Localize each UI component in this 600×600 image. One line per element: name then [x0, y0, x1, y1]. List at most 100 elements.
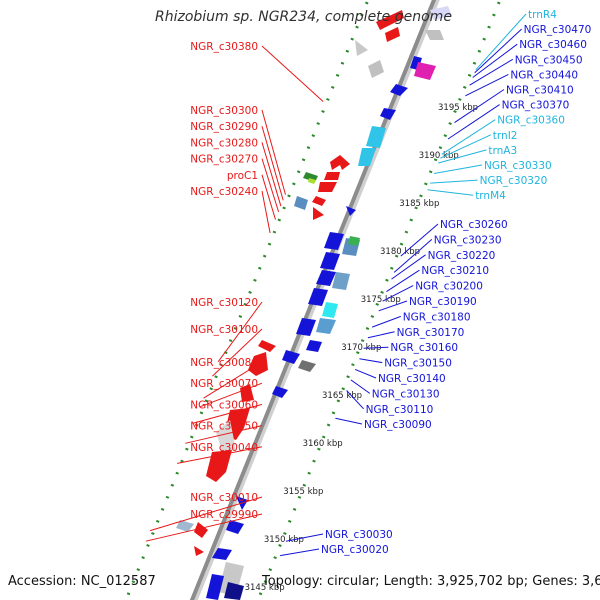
reverse-label-connector: [430, 179, 478, 184]
reverse-gene-label: NGR_c30090: [364, 419, 432, 431]
forward-gene-label: NGR_c30240: [190, 186, 258, 198]
forward-label-connector: [145, 513, 263, 542]
scale-label: 3185 kbp: [399, 199, 439, 209]
scale-label: 3190 kbp: [419, 151, 459, 161]
reverse-gene-label: NGR_c30220: [428, 250, 496, 262]
gene-block: [224, 582, 244, 600]
forward-gene-label: NGR_c30010: [190, 492, 258, 504]
forward-gene-label: NGR_c30380: [190, 41, 258, 53]
gene-block: [308, 178, 316, 184]
gene-block: [366, 126, 386, 148]
forward-gene-label: NGR_c30070: [190, 378, 258, 390]
reverse-gene-label: NGR_c30030: [325, 529, 393, 541]
gene-block: [296, 318, 316, 336]
trna-label: NGR_c30330: [484, 160, 552, 172]
reverse-gene-label: NGR_c30210: [421, 265, 489, 277]
forward-label-connector: [217, 301, 263, 362]
forward-gene-label: NGR_c30100: [190, 324, 258, 336]
trna-label: trnR4: [528, 9, 557, 21]
gene-block: [390, 84, 408, 96]
gene-block: [206, 450, 232, 482]
scale-label: 3145 kbp: [245, 583, 285, 593]
forward-gene-label: NGR_c30290: [190, 121, 258, 133]
gene-block: [313, 207, 324, 220]
forward-gene-label: NGR_c30270: [190, 154, 258, 166]
gene-block: [346, 206, 356, 216]
forward-gene-label: NGR_c30060: [190, 399, 258, 411]
gene-block: [430, 6, 452, 20]
gene-block: [380, 108, 396, 120]
reverse-label-connector: [350, 379, 371, 394]
gene-block: [312, 196, 326, 206]
reverse-gene-label: NGR_c30440: [510, 69, 578, 81]
reverse-label-connector: [280, 548, 320, 557]
forward-label-connector: [261, 190, 271, 234]
forward-label-connector: [203, 361, 263, 399]
scale-label: 3180 kbp: [380, 247, 420, 257]
gene-block: [226, 520, 244, 534]
reverse-gene-label: NGR_c30150: [384, 358, 452, 370]
reverse-gene-label: NGR_c30450: [515, 54, 583, 66]
gene-block: [282, 350, 300, 364]
reverse-label-connector: [382, 285, 414, 302]
scale-label: 3175 kbp: [361, 295, 401, 305]
gene-block: [358, 148, 376, 166]
forward-label-layer: NGR_c30380 NGR_c30300 NGR_c30290 NGR_c30280…: [145, 41, 324, 542]
forward-gene-label: proC1: [227, 170, 258, 182]
reverse-strand-genes: [206, 6, 452, 600]
gene-block: [194, 522, 208, 538]
reverse-label-connector: [469, 58, 514, 86]
reverse-gene-label: NGR_c30130: [372, 388, 440, 400]
gene-block: [216, 420, 236, 452]
scale-label: 3160 kbp: [303, 439, 343, 449]
forward-label-connector: [261, 126, 284, 201]
forward-label-connector: [261, 109, 286, 195]
accession-text: Accession: NC_012587: [8, 574, 156, 589]
scale-label: 3150 kbp: [264, 535, 304, 545]
gene-block: [316, 318, 336, 334]
map-title: Rhizobium sp. NGR234, complete genome: [155, 9, 452, 25]
reverse-label-connector: [438, 149, 487, 164]
reverse-label-connector: [386, 269, 420, 293]
reverse-label-connector: [465, 73, 509, 97]
topology-text: Topology: circular; Length: 3,925,702 bp…: [262, 574, 600, 589]
gene-block: [425, 30, 444, 40]
reverse-label-connector: [346, 390, 364, 410]
gene-block: [306, 340, 322, 352]
forward-label-connector: [261, 45, 324, 102]
gene-block: [194, 546, 204, 556]
reverse-gene-label: NGR_c30020: [321, 544, 389, 556]
reverse-label-connector: [359, 358, 383, 364]
forward-label-connector: [261, 158, 280, 213]
forward-gene-label: NGR_c30080: [190, 357, 258, 369]
gene-block: [258, 340, 276, 352]
gene-block: [355, 40, 368, 56]
forward-label-connector: [212, 328, 263, 377]
reverse-gene-label: NGR_c30160: [390, 342, 458, 354]
gene-block: [324, 172, 340, 180]
reverse-gene-label: NGR_c30470: [524, 24, 592, 36]
gene-block: [318, 182, 337, 192]
gene-block: [240, 384, 254, 402]
reverse-gene-label: NGR_c30370: [502, 100, 570, 112]
gene-block: [298, 360, 316, 372]
reverse-label-connector: [363, 346, 389, 349]
reverse-label-connector: [454, 89, 505, 124]
scale-label: 3195 kbp: [438, 103, 478, 113]
reverse-label-connector: [285, 533, 324, 542]
forward-label-connector: [149, 496, 263, 532]
gene-block: [316, 270, 336, 286]
gene-block: [212, 548, 232, 560]
forward-label-connector: [185, 425, 263, 444]
reverse-gene-label: NGR_c30410: [506, 85, 574, 97]
gene-block: [176, 520, 194, 532]
reverse-gene-label: NGR_c30460: [519, 39, 587, 51]
reverse-gene-label: NGR_c30260: [440, 219, 508, 231]
forward-label-connector: [261, 174, 276, 220]
reverse-label-connector: [378, 300, 408, 312]
reverse-label-connector: [447, 104, 500, 140]
reverse-label-connector: [367, 331, 395, 339]
forward-label-connector: [261, 142, 282, 207]
reverse-gene-label: NGR_c30180: [403, 311, 471, 323]
